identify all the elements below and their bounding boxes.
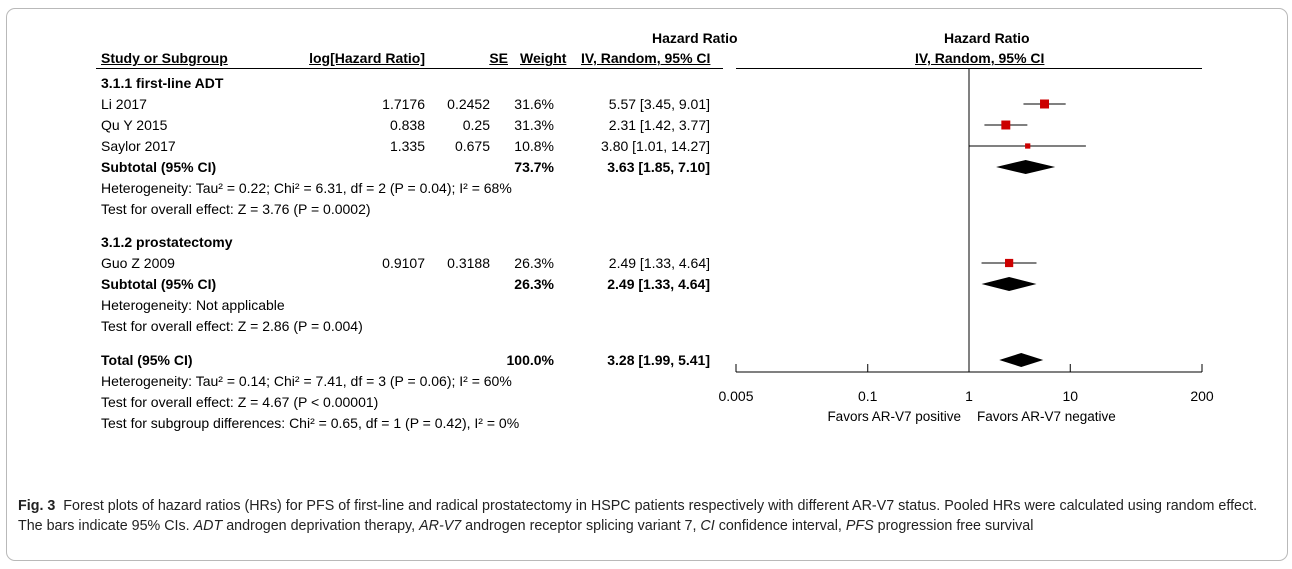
- caption-abbr: ADT: [193, 518, 223, 534]
- header-se: SE: [489, 50, 508, 66]
- study-point-square: [1005, 258, 1014, 268]
- heterogeneity-text: Heterogeneity: Not applicable: [101, 297, 285, 313]
- study-name: Li 2017: [101, 96, 147, 112]
- caption-text: progression free survival: [873, 518, 1034, 534]
- study-weight: 31.3%: [514, 117, 554, 133]
- subgroup-differences-text: Test for subgroup differences: Chi² = 0.…: [101, 415, 520, 431]
- study-se: 0.3188: [447, 255, 490, 271]
- figure-caption: Fig. 3 Forest plots of hazard ratios (HR…: [18, 496, 1273, 536]
- caption-text: androgen deprivation therapy,: [222, 518, 420, 534]
- subtotal-ci: 3.63 [1.85, 7.10]: [607, 159, 710, 175]
- study-se: 0.2452: [447, 96, 490, 112]
- study-name: Guo Z 2009: [101, 255, 175, 271]
- header-hazard-ratio-left: Hazard Ratio: [652, 30, 738, 46]
- header-study: Study or Subgroup: [101, 50, 228, 66]
- pooled-estimate-diamond: [999, 353, 1044, 367]
- study-ci: 3.80 [1.01, 14.27]: [601, 138, 710, 154]
- total-ci: 3.28 [1.99, 5.41]: [607, 352, 710, 368]
- subtotal-label: Subtotal (95% CI): [101, 276, 217, 292]
- study-ci: 5.57 [3.45, 9.01]: [608, 96, 710, 112]
- caption-label: Fig. 3: [18, 498, 56, 514]
- study-se: 0.675: [454, 138, 490, 154]
- study-ci: 2.31 [1.42, 3.77]: [608, 117, 710, 133]
- subtotal-ci: 2.49 [1.33, 4.64]: [607, 276, 710, 292]
- study-weight: 26.3%: [514, 255, 554, 271]
- overall-effect-text: Test for overall effect: Z = 3.76 (P = 0…: [101, 201, 371, 217]
- axis-tick-label: 1: [965, 388, 973, 404]
- caption-text: androgen receptor splicing variant 7,: [461, 518, 701, 534]
- pooled-estimate-diamond: [996, 160, 1056, 174]
- pooled-estimate-diamond: [981, 277, 1037, 291]
- header-ci-left: IV, Random, 95% CI: [581, 50, 711, 66]
- favors-right-label: Favors AR-V7 negative: [977, 409, 1116, 424]
- axis-tick-label: 0.005: [718, 388, 754, 404]
- header-ci-right: IV, Random, 95% CI: [915, 50, 1045, 66]
- study-point-square: [1040, 99, 1050, 109]
- header-hazard-ratio-right: Hazard Ratio: [944, 30, 1030, 46]
- axis-tick-label: 0.1: [858, 388, 878, 404]
- axis-tick-label: 10: [1062, 388, 1079, 404]
- study-name: Saylor 2017: [101, 138, 176, 154]
- study-weight: 31.6%: [514, 96, 554, 112]
- study-weight: 10.8%: [514, 138, 554, 154]
- header-rule-left: [96, 68, 723, 69]
- subtotal-weight: 73.7%: [514, 159, 554, 175]
- study-loghr: 0.9107: [382, 255, 425, 271]
- study-se: 0.25: [462, 117, 490, 133]
- heterogeneity-text: Heterogeneity: Tau² = 0.22; Chi² = 6.31,…: [101, 180, 512, 196]
- study-point-square: [1025, 143, 1031, 149]
- caption-text: confidence interval,: [714, 518, 846, 534]
- header-weight: Weight: [520, 50, 567, 66]
- figure-frame: [6, 8, 1288, 561]
- total-weight: 100.0%: [506, 352, 554, 368]
- study-ci: 2.49 [1.33, 4.64]: [608, 255, 710, 271]
- header-rule-right: [736, 68, 1202, 69]
- study-loghr: 0.838: [389, 117, 425, 133]
- group-title: 3.1.1 first-line ADT: [101, 75, 224, 91]
- total-heterogeneity-text: Heterogeneity: Tau² = 0.14; Chi² = 7.41,…: [101, 373, 512, 389]
- caption-abbr: PFS: [845, 518, 874, 534]
- overall-effect-text: Test for overall effect: Z = 2.86 (P = 0…: [101, 318, 363, 334]
- favors-left-label: Favors AR-V7 positive: [827, 409, 961, 424]
- axis-tick-label: 200: [1190, 388, 1214, 404]
- total-overall-effect-text: Test for overall effect: Z = 4.67 (P < 0…: [101, 394, 379, 410]
- total-label: Total (95% CI): [101, 352, 193, 368]
- header-loghr: log[Hazard Ratio]: [309, 50, 425, 66]
- subtotal-label: Subtotal (95% CI): [101, 159, 217, 175]
- study-loghr: 1.7176: [382, 96, 425, 112]
- study-point-square: [1001, 120, 1011, 130]
- caption-text: Forest plots of hazard ratios (HRs) for …: [18, 498, 1258, 534]
- caption-abbr: AR-V7: [419, 518, 462, 534]
- caption-abbr: CI: [700, 518, 715, 534]
- study-name: Qu Y 2015: [101, 117, 168, 133]
- subtotal-weight: 26.3%: [514, 276, 554, 292]
- study-loghr: 1.335: [389, 138, 425, 154]
- group-title: 3.1.2 prostatectomy: [101, 234, 233, 250]
